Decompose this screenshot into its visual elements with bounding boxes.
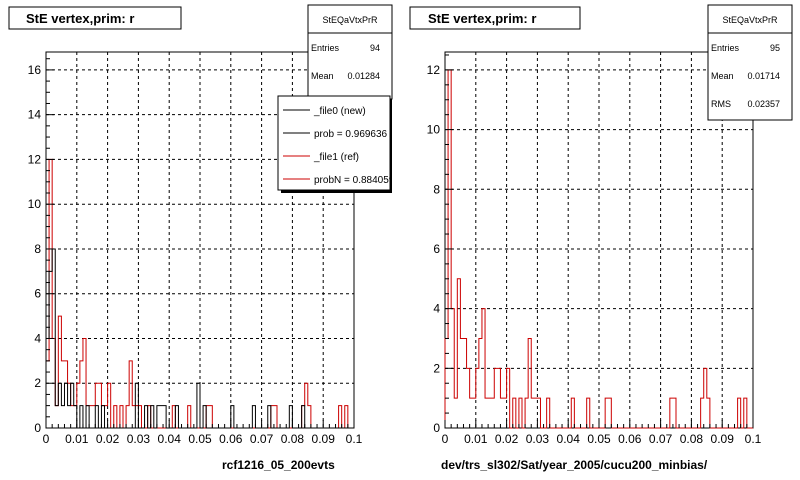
right-stats-mean-label: Mean bbox=[711, 71, 734, 81]
x-tick-label: 0.07 bbox=[250, 432, 274, 446]
legend-entry-file0: _file0 (new) bbox=[283, 106, 366, 117]
left-panel: 0 0.01 0.02 0.03 0.04 0.05 0.06 0.07 0.08 0.09 0.1… bbox=[8, 4, 395, 472]
right-stats-entries-label: Entries bbox=[711, 43, 740, 53]
x-tick-label: 0.02 bbox=[495, 432, 519, 446]
right-y-axis: 0 2 4 6 8 10 12 bbox=[427, 54, 453, 435]
x-tick-label: 0.02 bbox=[96, 432, 120, 446]
y-tick-label: 14 bbox=[28, 108, 42, 122]
x-tick-label: 0 bbox=[442, 432, 449, 446]
x-tick-label: 0.03 bbox=[526, 432, 550, 446]
x-tick-label: 0 bbox=[43, 432, 50, 446]
left-stats-entries-value: 94 bbox=[370, 43, 380, 53]
legend-file0-label: _file0 (new) bbox=[313, 106, 366, 117]
x-tick-label: 0.08 bbox=[281, 432, 305, 446]
right-stats-mean-value: 0.01714 bbox=[747, 71, 780, 81]
right-stats-rms-label: RMS bbox=[711, 99, 731, 109]
histogram-outline bbox=[444, 69, 753, 429]
right-stats-entries-value: 95 bbox=[770, 43, 780, 53]
x-tick-label: 0.05 bbox=[587, 432, 611, 446]
left-stats-name: StEQaVtxPrR bbox=[322, 15, 378, 25]
right-title-box: StE vertex,prim: r bbox=[409, 6, 581, 30]
x-tick-label: 0.06 bbox=[618, 432, 642, 446]
x-tick-label: 0.09 bbox=[711, 432, 735, 446]
right-stats-box: StEQaVtxPrR Entries 95 Mean 0.01714 RMS … bbox=[707, 4, 793, 121]
left-new-histogram bbox=[45, 248, 354, 429]
right-panel: 0 0.01 0.02 0.03 0.04 0.05 0.06 0.07 0.08 0.09 0.1… bbox=[409, 4, 793, 472]
y-tick-label: 10 bbox=[427, 123, 441, 137]
y-tick-label: 12 bbox=[28, 152, 42, 166]
y-tick-label: 2 bbox=[433, 361, 440, 375]
right-grid bbox=[445, 52, 753, 428]
y-tick-label: 6 bbox=[34, 287, 41, 301]
x-tick-label: 0.03 bbox=[127, 432, 151, 446]
legend-prob-label: prob = 0.969636 bbox=[314, 129, 388, 140]
right-footer: dev/trs_sl302/Sat/year_2005/cucu200_minb… bbox=[441, 458, 708, 472]
left-footer: rcf1216_05_200evts bbox=[222, 458, 335, 472]
x-tick-label: 0.01 bbox=[65, 432, 89, 446]
left-title-box: StE vertex,prim: r bbox=[8, 6, 182, 30]
legend-entry-prob: prob = 0.969636 bbox=[283, 129, 388, 140]
x-tick-label: 0.08 bbox=[680, 432, 704, 446]
right-stats-rms-value: 0.02357 bbox=[747, 99, 780, 109]
legend-file1-label: _file1 (ref) bbox=[313, 152, 359, 163]
y-tick-label: 12 bbox=[427, 63, 441, 77]
legend-entry-probn: probN = 0.884059 bbox=[283, 175, 395, 186]
x-tick-label: 0.09 bbox=[312, 432, 336, 446]
left-stats-box: StEQaVtxPrR Entries 94 Mean 0.01284 bbox=[307, 4, 393, 100]
x-tick-label: 0.06 bbox=[219, 432, 243, 446]
left-y-axis: 0 2 4 6 8 10 12 14 16 bbox=[28, 58, 54, 435]
right-ref-histogram bbox=[444, 69, 753, 429]
x-tick-label: 0.05 bbox=[188, 432, 212, 446]
y-tick-label: 4 bbox=[34, 331, 41, 345]
y-tick-label: 0 bbox=[34, 421, 41, 435]
x-tick-label: 0.1 bbox=[346, 432, 363, 446]
left-legend: _file0 (new) prob = 0.969636 _file1 (ref… bbox=[277, 95, 395, 193]
left-stats-mean-label: Mean bbox=[311, 71, 334, 81]
legend-entry-file1: _file1 (ref) bbox=[283, 152, 359, 163]
right-title: StE vertex,prim: r bbox=[428, 11, 536, 26]
x-tick-label: 0.07 bbox=[649, 432, 673, 446]
y-tick-label: 8 bbox=[433, 182, 440, 196]
right-stats-name: StEQaVtxPrR bbox=[722, 15, 778, 25]
y-tick-label: 16 bbox=[28, 63, 42, 77]
x-tick-label: 0.01 bbox=[464, 432, 488, 446]
left-x-axis: 0 0.01 0.02 0.03 0.04 0.05 0.06 0.07 0.08 0.09 0.1 bbox=[43, 420, 363, 446]
x-tick-label: 0.1 bbox=[745, 432, 762, 446]
left-title: StE vertex,prim: r bbox=[26, 11, 134, 26]
left-stats-mean-value: 0.01284 bbox=[347, 71, 380, 81]
x-tick-label: 0.04 bbox=[158, 432, 182, 446]
histogram-outline bbox=[45, 248, 354, 429]
y-tick-label: 4 bbox=[433, 302, 440, 316]
right-x-axis: 0 0.01 0.02 0.03 0.04 0.05 0.06 0.07 0.08 0.09 0.1 bbox=[442, 420, 762, 446]
y-tick-label: 2 bbox=[34, 376, 41, 390]
x-tick-label: 0.04 bbox=[557, 432, 581, 446]
y-tick-label: 10 bbox=[28, 197, 42, 211]
y-tick-label: 0 bbox=[433, 421, 440, 435]
y-tick-label: 8 bbox=[34, 242, 41, 256]
legend-probn-label: probN = 0.884059 bbox=[314, 175, 395, 186]
y-tick-label: 6 bbox=[433, 242, 440, 256]
left-stats-entries-label: Entries bbox=[311, 43, 340, 53]
right-plot: 0 0.01 0.02 0.03 0.04 0.05 0.06 0.07 0.08 0.09 0.1… bbox=[427, 51, 762, 446]
